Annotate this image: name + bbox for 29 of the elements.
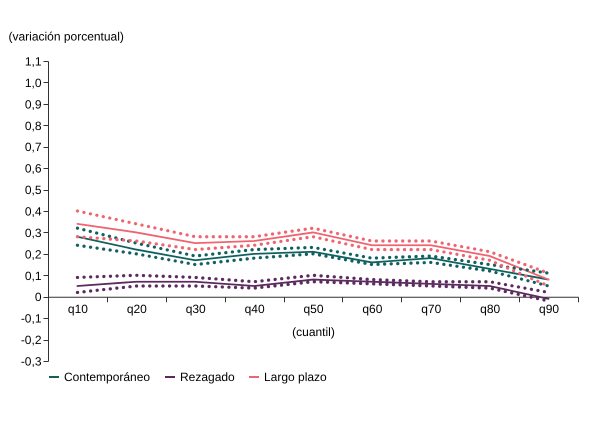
y-tick-label: 1,1 [24,54,42,68]
legend-label: Contemporáneo [64,370,150,384]
y-tick-label: 0,2 [24,247,42,262]
x-tick-label: q40 [244,302,265,316]
y-tick-label: 0,8 [24,118,42,133]
y-tick-label: 0,1 [24,268,42,283]
y-tick-label: 1,0 [24,76,42,90]
y-tick-label: 0,7 [24,140,42,154]
x-tick-label: q50 [303,302,324,316]
x-tick-label: q30 [186,302,206,316]
y-tick-label: -0,1 [20,312,42,326]
y-tick-label: 0,9 [24,97,42,112]
y-tick-label: 0,5 [24,183,42,198]
y-tick-label: 0,6 [24,162,42,176]
x-tick-label: q10 [68,302,88,316]
legend-label: Largo plazo [264,370,328,384]
x-tick-label: q80 [480,302,500,316]
x-tick-label: q70 [421,302,442,316]
y-tick-label: 0 [34,290,42,304]
legend-label: Rezagado [180,370,236,384]
x-axis-title: (cuantil) [292,325,335,340]
y-tick-label: -0,2 [20,333,42,348]
y-axis-title: (variación porcentual) [8,30,124,44]
y-tick-label: -0,3 [20,354,42,368]
x-tick-label: q20 [126,302,148,316]
x-tick-label: q60 [362,302,383,316]
x-tick-label: q90 [539,302,560,316]
y-tick-label: 0,3 [24,226,42,240]
y-tick-label: 0,4 [24,204,42,218]
